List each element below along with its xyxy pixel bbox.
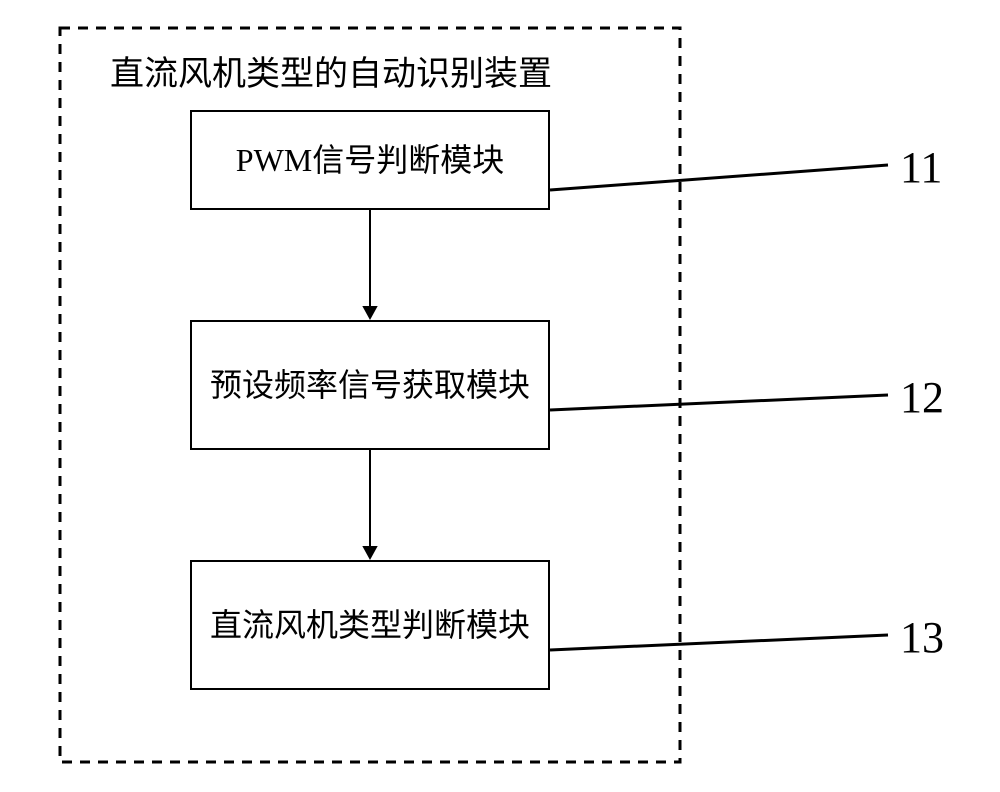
module-dc-fan-type-judge-label: 直流风机类型判断模块 <box>192 605 548 645</box>
reference-label-11: 11 <box>900 142 942 193</box>
module-preset-frequency-acquire-label: 预设频率信号获取模块 <box>192 365 548 405</box>
outer-container-title: 直流风机类型的自动识别装置 <box>110 46 552 95</box>
module-dc-fan-type-judge: 直流风机类型判断模块 <box>190 560 550 690</box>
module-pwm-signal-judge: PWM信号判断模块 <box>190 110 550 210</box>
diagram-canvas: 直流风机类型的自动识别装置 PWM信号判断模块 预设频率信号获取模块 直流风机类… <box>0 0 1000 792</box>
module-preset-frequency-acquire: 预设频率信号获取模块 <box>190 320 550 450</box>
reference-label-13: 13 <box>900 612 944 663</box>
module-pwm-signal-judge-label: PWM信号判断模块 <box>192 141 548 179</box>
reference-label-12: 12 <box>900 372 944 423</box>
